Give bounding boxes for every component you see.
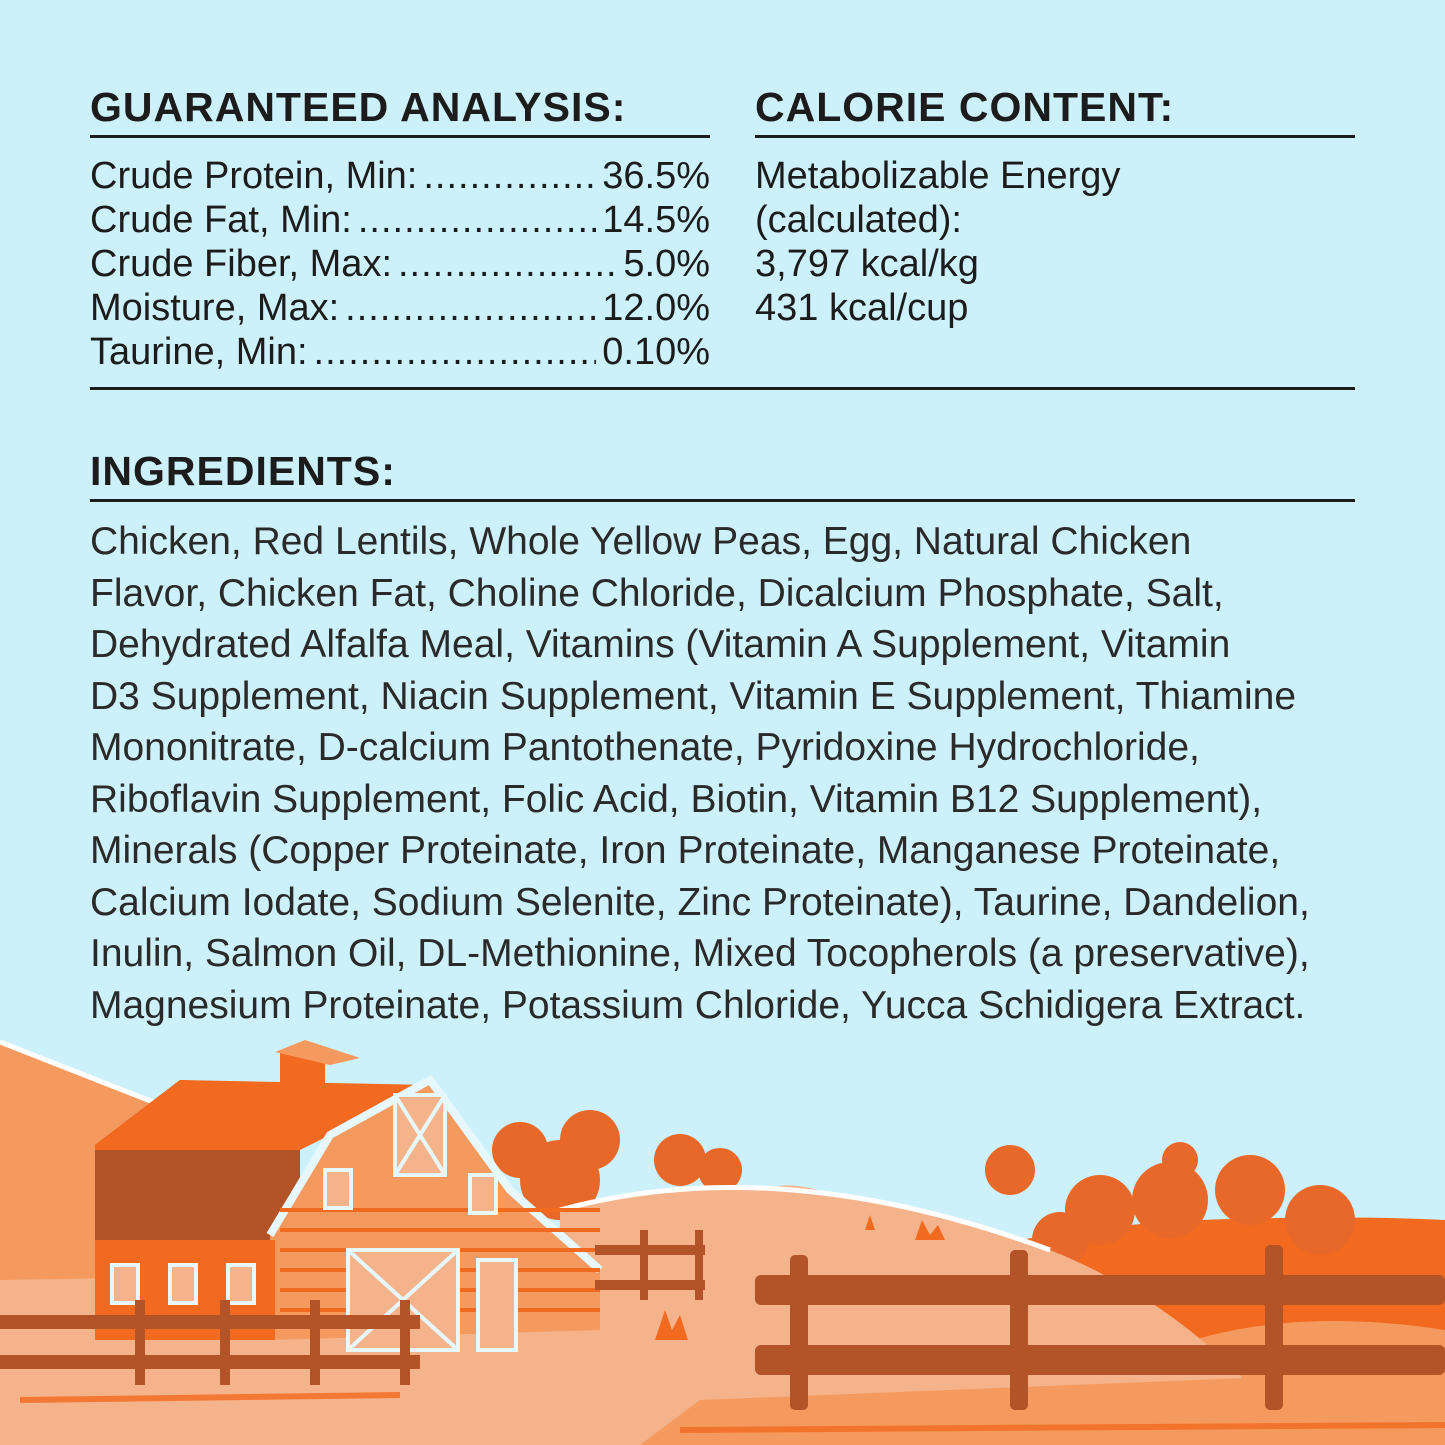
ingredients-line: Chicken, Red Lentils, Whole Yellow Peas,…	[90, 520, 1192, 563]
section-divider	[90, 387, 1355, 390]
ingredients-line: Minerals (Copper Proteinate, Iron Protei…	[90, 829, 1281, 872]
leader-dots	[314, 331, 597, 374]
ingredients-divider	[90, 499, 1355, 502]
leader-dots	[423, 155, 596, 198]
analysis-row: Moisture, Max: 12.0%	[90, 286, 710, 330]
calorie-content: Metabolizable Energy (calculated): 3,797…	[755, 154, 1120, 330]
ingredients-line: Dehydrated Alfalfa Meal, Vitamins (Vitam…	[90, 623, 1231, 666]
ingredients-line: Inulin, Salmon Oil, DL-Methionine, Mixed…	[90, 932, 1310, 975]
calorie-line: (calculated):	[755, 199, 962, 241]
leader-dots	[358, 199, 596, 242]
row-label: Crude Fiber, Max:	[90, 242, 392, 285]
row-value: 12.0%	[602, 286, 710, 329]
farm-barn-landscape-icon	[0, 1039, 1445, 1445]
row-label: Crude Fat, Min:	[90, 198, 352, 241]
analysis-row: Taurine, Min: 0.10%	[90, 330, 710, 374]
analysis-row: Crude Protein, Min: 36.5%	[90, 154, 710, 198]
row-label: Crude Protein, Min:	[90, 154, 418, 197]
ingredients-line: D3 Supplement, Niacin Supplement, Vitami…	[90, 674, 1297, 718]
ingredients-line: Riboflavin Supplement, Folic Acid, Bioti…	[90, 777, 1263, 821]
row-label: Taurine, Min:	[90, 330, 308, 373]
row-label: Moisture, Max:	[90, 286, 340, 329]
analysis-divider	[90, 135, 710, 138]
calorie-divider	[755, 135, 1355, 138]
row-value: 14.5%	[602, 198, 710, 241]
row-value: 36.5%	[602, 154, 710, 197]
leader-dots	[398, 243, 617, 286]
row-value: 5.0%	[623, 242, 710, 285]
calorie-content-heading: CALORIE CONTENT:	[755, 84, 1175, 130]
guaranteed-analysis-heading: GUARANTEED ANALYSIS:	[90, 84, 627, 130]
calorie-line: 3,797 kcal/kg	[755, 243, 979, 285]
ingredients-line: Magnesium Proteinate, Potassium Chloride…	[90, 983, 1306, 1027]
ingredients-heading: INGREDIENTS:	[90, 448, 396, 494]
ingredients-line: Mononitrate, D-calcium Pantothenate, Pyr…	[90, 726, 1200, 769]
ingredients-line: Flavor, Chicken Fat, Choline Chloride, D…	[90, 571, 1224, 615]
ingredients-list: Chicken, Red Lentils, Whole Yellow Peas,…	[90, 516, 1310, 1031]
calorie-line: Metabolizable Energy	[755, 155, 1121, 197]
leader-dots	[345, 287, 596, 330]
analysis-row: Crude Fat, Min: 14.5%	[90, 198, 710, 242]
row-value: 0.10%	[602, 330, 710, 373]
analysis-row: Crude Fiber, Max: 5.0%	[90, 242, 710, 286]
calorie-line: 431 kcal/cup	[755, 287, 969, 329]
ingredients-line: Calcium Iodate, Sodium Selenite, Zinc Pr…	[90, 880, 1310, 924]
